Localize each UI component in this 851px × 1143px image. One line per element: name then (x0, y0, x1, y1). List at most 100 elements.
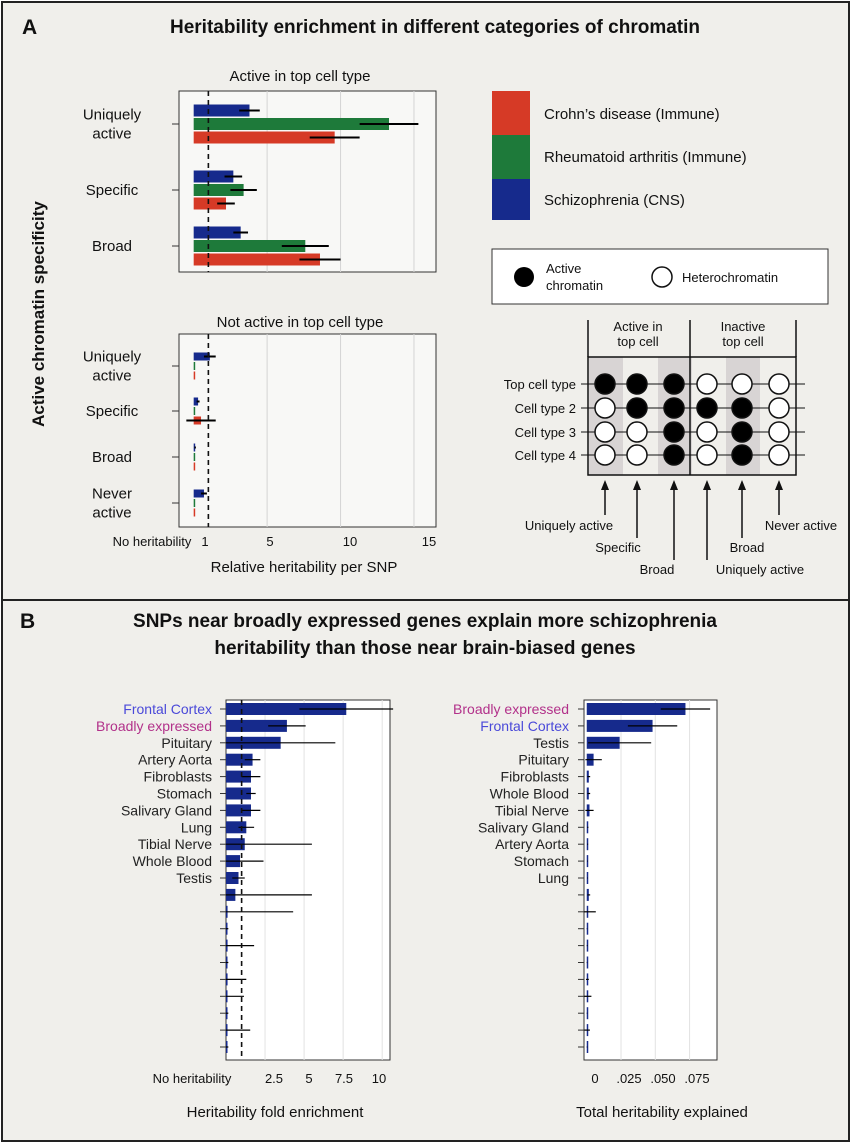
category-label: Never (92, 486, 132, 503)
category-label: Lung (181, 819, 212, 835)
active-chromatin-icon (663, 444, 685, 466)
plot-b-left-x-label: Heritability fold enrichment (187, 1104, 365, 1121)
category-label: Broadly expressed (96, 718, 212, 734)
plot-b-right-x-tick-0: 0 (591, 1071, 598, 1086)
active-chromatin-icon (731, 444, 753, 466)
bar (226, 787, 251, 800)
panel-a-title: Heritability enrichment in different cat… (170, 17, 700, 38)
legend-label-crohns: Crohn’s disease (Immune) (544, 106, 720, 123)
bar (193, 397, 199, 406)
category-label: Tibial Nerve (495, 802, 569, 818)
category-label: Salivary Gland (478, 819, 569, 835)
plot-b-left-x-tick-2-5: 2.5 (265, 1071, 283, 1086)
active-chromatin-icon (594, 373, 616, 395)
plot-b-left-x-tick-10: 10 (372, 1071, 386, 1086)
bar (193, 489, 204, 498)
heterochromatin-icon (731, 373, 753, 395)
diagram-col-label-uniquely-active: Uniquely active (525, 518, 613, 533)
bar (193, 118, 390, 130)
active-chromatin-icon (626, 373, 648, 395)
plot-a-x-tick-1: 1 (201, 534, 208, 549)
heterochromatin-icon (651, 266, 673, 288)
arrow-up-icon (670, 480, 678, 490)
diagram-col-label-specific: Specific (595, 540, 641, 555)
active-chromatin-icon (663, 373, 685, 395)
legend-swatch-crohns (492, 91, 530, 135)
panel-b-title-line1: SNPs near broadly expressed genes explai… (133, 611, 717, 632)
plot-b-right-area (583, 699, 718, 1061)
arrow-up-icon (738, 480, 746, 490)
category-label: Stomach (157, 786, 212, 802)
bar (193, 226, 241, 239)
bar (586, 1041, 589, 1053)
category-label: Artery Aorta (495, 836, 569, 852)
bar (586, 956, 589, 969)
legend-swatch-scz (492, 179, 530, 220)
panel-b-title-line2: heritability than those near brain-biase… (214, 638, 635, 659)
heterochromatin-icon (768, 421, 790, 443)
plot-a-bottom-title: Not active in top cell type (217, 314, 384, 331)
state-legend-active-line2: chromatin (546, 278, 603, 293)
category-label: Broad (92, 449, 132, 466)
bar (193, 453, 196, 461)
arrow-up-icon (633, 480, 641, 490)
diagram-group-inactive-line1: Inactive (721, 319, 766, 334)
panel-a-ylabel: Active chromatin specificity (29, 201, 48, 427)
category-label: Artery Aorta (138, 752, 212, 768)
bar (193, 184, 244, 196)
plot-b-right-x-tick-075: .075 (684, 1071, 709, 1086)
panel-b-background (1, 599, 850, 1142)
plot-a-x-tick-none: No heritability (113, 534, 192, 549)
plot-a-x-label: Relative heritability per SNP (211, 559, 398, 576)
bar (586, 922, 589, 935)
active-chromatin-icon (731, 397, 753, 419)
heterochromatin-icon (594, 421, 616, 443)
bar (226, 753, 253, 766)
diagram-col-label-never-active: Never active (765, 518, 837, 533)
diagram-group-active-line2: top cell (617, 334, 658, 349)
bar (193, 508, 196, 517)
category-label: Uniquely (83, 349, 142, 366)
category-label: Uniquely (83, 107, 142, 124)
category-label: Frontal Cortex (480, 718, 569, 734)
diagram-group-inactive-line2: top cell (722, 334, 763, 349)
bar (193, 131, 335, 144)
diagram-group-active-line1: Active in (613, 319, 662, 334)
diagram-row-label-2: Cell type 2 (515, 401, 576, 416)
active-chromatin-icon (514, 267, 534, 287)
bar (586, 1007, 589, 1020)
category-label: active (92, 368, 131, 385)
category-label: active (92, 126, 131, 143)
heterochromatin-icon (626, 421, 648, 443)
arrow-up-icon (775, 480, 783, 490)
category-label: Stomach (514, 853, 569, 869)
category-label: Specific (86, 182, 139, 199)
state-legend-active-line1: Active (546, 261, 581, 276)
active-chromatin-icon (731, 421, 753, 443)
diagram-row-label-4: Cell type 4 (515, 448, 576, 463)
category-label: Whole Blood (490, 786, 569, 802)
bar (193, 253, 320, 266)
plot-a-x-tick-10: 10 (343, 534, 357, 549)
bar (226, 804, 251, 817)
diagram-col-label-broad-2: Broad (730, 540, 765, 555)
category-label: Fibroblasts (501, 769, 569, 785)
category-label: Broad (92, 238, 132, 255)
plot-a-top-title: Active in top cell type (230, 68, 371, 85)
bar (193, 240, 306, 252)
category-label: Salivary Gland (121, 802, 212, 818)
category-label: Fibroblasts (144, 769, 212, 785)
category-label: active (92, 505, 131, 522)
active-chromatin-icon (663, 397, 685, 419)
plot-a-x-tick-15: 15 (422, 534, 436, 549)
bar (193, 352, 210, 361)
category-label: Frontal Cortex (123, 701, 212, 717)
diagram-col-label-broad: Broad (640, 562, 675, 577)
legend-label-scz: Schizophrenia (CNS) (544, 192, 685, 209)
panel-a-letter: A (22, 16, 37, 39)
category-label: Specific (86, 403, 139, 420)
heterochromatin-icon (626, 444, 648, 466)
state-legend-hetero: Heterochromatin (682, 270, 778, 285)
plot-b-right-x-label: Total heritability explained (576, 1104, 748, 1121)
panel-b-letter: B (20, 610, 35, 633)
